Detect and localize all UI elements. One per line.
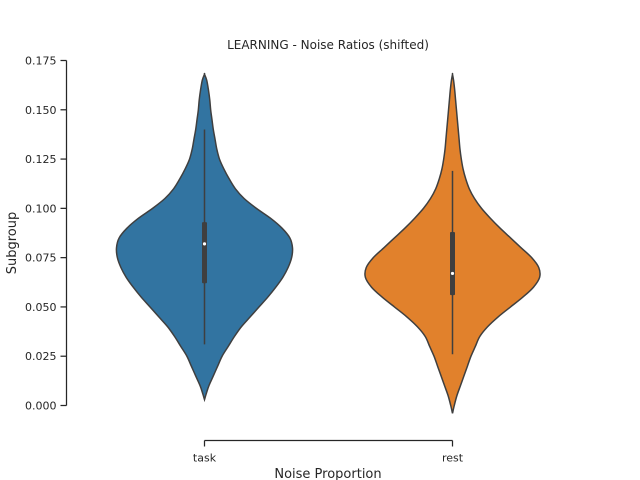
y-axis-label: Subgroup	[5, 212, 20, 275]
y-tick-label: 0.100	[25, 202, 57, 215]
x-axis-label: Noise Proportion	[274, 467, 381, 480]
median-point-rest	[450, 271, 455, 276]
median-point-task	[202, 242, 207, 246]
violins	[115, 72, 541, 414]
y-tick-label: 0.075	[25, 252, 57, 265]
x-axis: task rest	[193, 439, 464, 465]
y-tick-label: 0.150	[25, 104, 57, 117]
y-axis: 0.000 0.025 0.050 0.075 0.100 0.125 0.150 0.175	[25, 55, 68, 413]
y-tick-label: 0.025	[25, 350, 57, 363]
iqr-box-rest	[450, 232, 455, 296]
y-tick-label: 0.125	[25, 153, 57, 166]
y-tick-label: 0.000	[25, 400, 57, 413]
iqr-box-task	[202, 222, 207, 284]
y-tick-label: 0.050	[25, 301, 57, 314]
x-tick-label: task	[193, 452, 217, 465]
y-tick-label: 0.175	[25, 55, 57, 68]
chart-title: LEARNING - Noise Ratios (shifted)	[227, 38, 429, 52]
x-tick-label: rest	[442, 452, 464, 465]
